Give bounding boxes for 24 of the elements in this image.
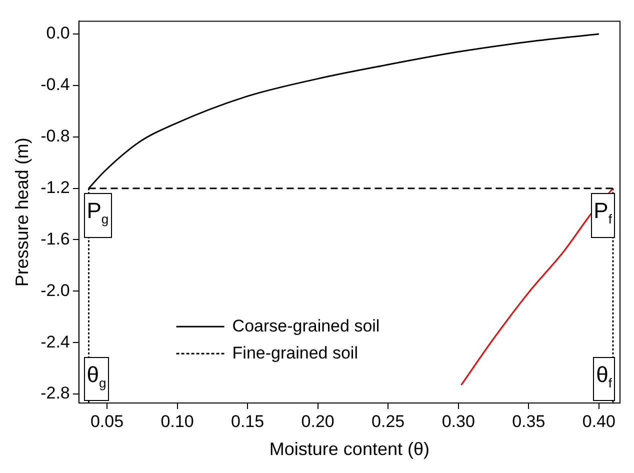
x-tick-label: 0.25	[372, 412, 405, 431]
y-tick-label: -2.0	[40, 280, 70, 300]
annotation: θ$_{g}$	[84, 356, 110, 401]
x-tick-label: 0.30	[442, 412, 475, 431]
y-tick-label: -0.8	[40, 126, 70, 146]
x-tick-label: 0.10	[160, 412, 194, 431]
x-tick-label: 0.40	[582, 412, 616, 431]
y-tick-label: -1.2	[40, 178, 70, 198]
x-tick-label: 0.35	[512, 412, 546, 431]
annotation: θ$_{f}$	[593, 356, 615, 401]
y-tick-label: 0.0	[46, 24, 70, 43]
legend-label: Coarse-grained soil	[232, 316, 380, 336]
y-tick-label: -1.6	[40, 229, 70, 248]
y-axis-title: Pressure head (m)	[12, 138, 32, 287]
x-axis-title: Moisture content (θ)	[269, 439, 430, 460]
x-tick-label: 0.15	[231, 412, 264, 431]
y-tick-label: -2.8	[40, 384, 70, 403]
x-tick-label: 0.05	[90, 412, 124, 431]
x-tick-label: 0.20	[301, 412, 334, 431]
annotation: P$_{f}$	[590, 193, 615, 238]
y-tick-label: -2.4	[40, 332, 70, 352]
annotation: P$_{g}$	[84, 193, 112, 238]
y-tick-label: -0.4	[40, 75, 70, 94]
legend-label: Fine-grained soil	[232, 343, 358, 362]
